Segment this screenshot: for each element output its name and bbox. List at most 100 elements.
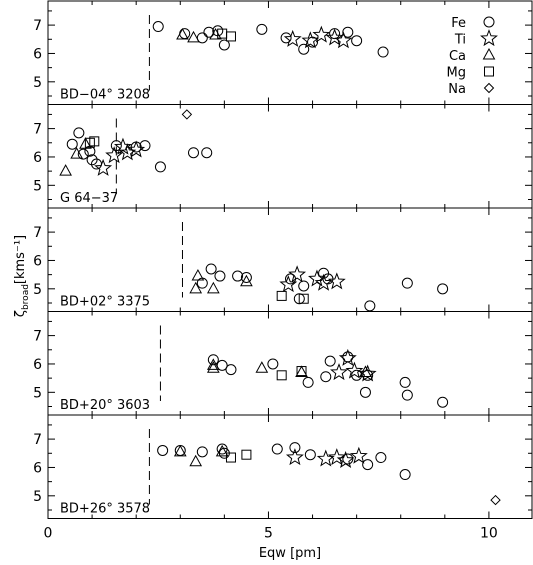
point-fe (437, 396, 449, 408)
y-tick-label: 6 (33, 460, 42, 476)
point-mg (89, 136, 100, 147)
legend-marker-circle (483, 16, 495, 28)
point-ti (338, 348, 357, 366)
point-fe (362, 459, 374, 471)
point-fe (280, 32, 292, 44)
point-ca (295, 365, 308, 377)
y-tick-label: 6 (33, 150, 42, 166)
point-ca (79, 137, 92, 149)
point-ca (70, 147, 84, 159)
panel-frame (47, 104, 533, 209)
point-fe (218, 39, 230, 51)
point-fe (110, 140, 122, 152)
point-ti (330, 363, 348, 381)
point-fe (66, 138, 78, 150)
panels: 5 6 7 BD−04° 3208 5 6 7 G 64−37 5 6 7 BD+02° 3375 5 6… (33, 0, 533, 519)
point-fe (240, 271, 252, 283)
point-mg (225, 452, 236, 463)
x-axis: 0 5 10 (44, 526, 498, 542)
panel-label: BD+20° 3603 (60, 398, 150, 413)
point-fe (320, 371, 332, 383)
y-tick-label: 7 (33, 18, 42, 34)
point-fe (201, 147, 213, 159)
panel-label: BD+02° 3375 (60, 295, 150, 310)
point-fe (91, 158, 102, 170)
point-ca (173, 444, 187, 457)
point-mg (276, 290, 287, 301)
panel: 5 6 7 BD+20° 3603 (33, 311, 533, 416)
y-tick-label: 6 (33, 253, 42, 269)
point-fe (304, 449, 316, 461)
legend-label: Fe (451, 16, 466, 31)
y-axis-label: ζbroad[kms⁻¹] (13, 235, 31, 317)
point-ti (279, 275, 298, 293)
point-ti (301, 31, 320, 49)
x-axis-label: Eqw [pm] (259, 546, 321, 561)
y-axis-label-unit: [kms⁻¹] (13, 235, 28, 284)
point-ti (288, 265, 307, 283)
point-ti (349, 446, 368, 464)
point-ca (209, 27, 222, 40)
legend-marker-square (484, 66, 494, 77)
point-ti (358, 364, 377, 382)
point-fe (351, 369, 363, 381)
point-fe (399, 469, 411, 481)
panel: 5 6 7 BD+26° 3578 (33, 414, 533, 519)
point-ti (327, 272, 346, 290)
point-ca (206, 358, 220, 370)
y-tick-label: 5 (33, 178, 42, 194)
point-ti (314, 273, 333, 291)
point-fe (196, 446, 208, 458)
point-fe (351, 35, 363, 47)
point-fe (289, 442, 301, 454)
panel-label: BD−04° 3208 (60, 88, 150, 103)
y-tick-label: 7 (33, 432, 42, 448)
point-fe (86, 154, 98, 166)
point-mg (225, 31, 236, 42)
point-ti (316, 449, 335, 467)
point-fe (256, 23, 268, 35)
point-fe (399, 376, 411, 388)
point-fe (364, 300, 376, 312)
point-ca (176, 27, 189, 40)
point-ti (285, 448, 304, 466)
panel-label: G 64−37 (60, 191, 118, 206)
point-ca (187, 30, 200, 43)
point-fe (377, 46, 389, 58)
y-tick-label: 5 (33, 489, 42, 505)
x-tick-label: 10 (480, 526, 498, 542)
point-fe (342, 26, 354, 38)
y-tick-label: 7 (33, 122, 42, 138)
point-ca (189, 281, 203, 294)
y-tick-label: 5 (33, 385, 42, 401)
x-tick-label: 5 (264, 526, 273, 542)
point-fe (152, 21, 164, 33)
point-fe (318, 267, 330, 279)
legend-label: Ti (454, 33, 466, 48)
point-fe (157, 444, 169, 456)
point-ca (206, 361, 220, 373)
y-axis-label-subscript: broad (21, 284, 31, 310)
point-ti (345, 361, 364, 379)
point-ti (94, 158, 113, 176)
point-fe (73, 127, 85, 139)
point-ca (191, 269, 205, 281)
y-tick-label: 5 (33, 282, 42, 298)
point-ca (240, 274, 253, 287)
point-ti (327, 448, 346, 466)
y-tick-label: 6 (33, 357, 42, 373)
point-fe (375, 452, 387, 464)
legend-label: Mg (447, 66, 466, 81)
legend-marker-star (480, 29, 498, 47)
point-fe (298, 280, 310, 292)
point-ti (127, 140, 146, 158)
point-fe (174, 444, 186, 456)
point-mg (296, 366, 307, 377)
point-ti (334, 31, 353, 49)
point-fe (401, 277, 413, 289)
point-fe (77, 148, 89, 160)
point-ti (283, 29, 302, 47)
panel: 5 6 7 BD+02° 3375 (33, 207, 533, 312)
